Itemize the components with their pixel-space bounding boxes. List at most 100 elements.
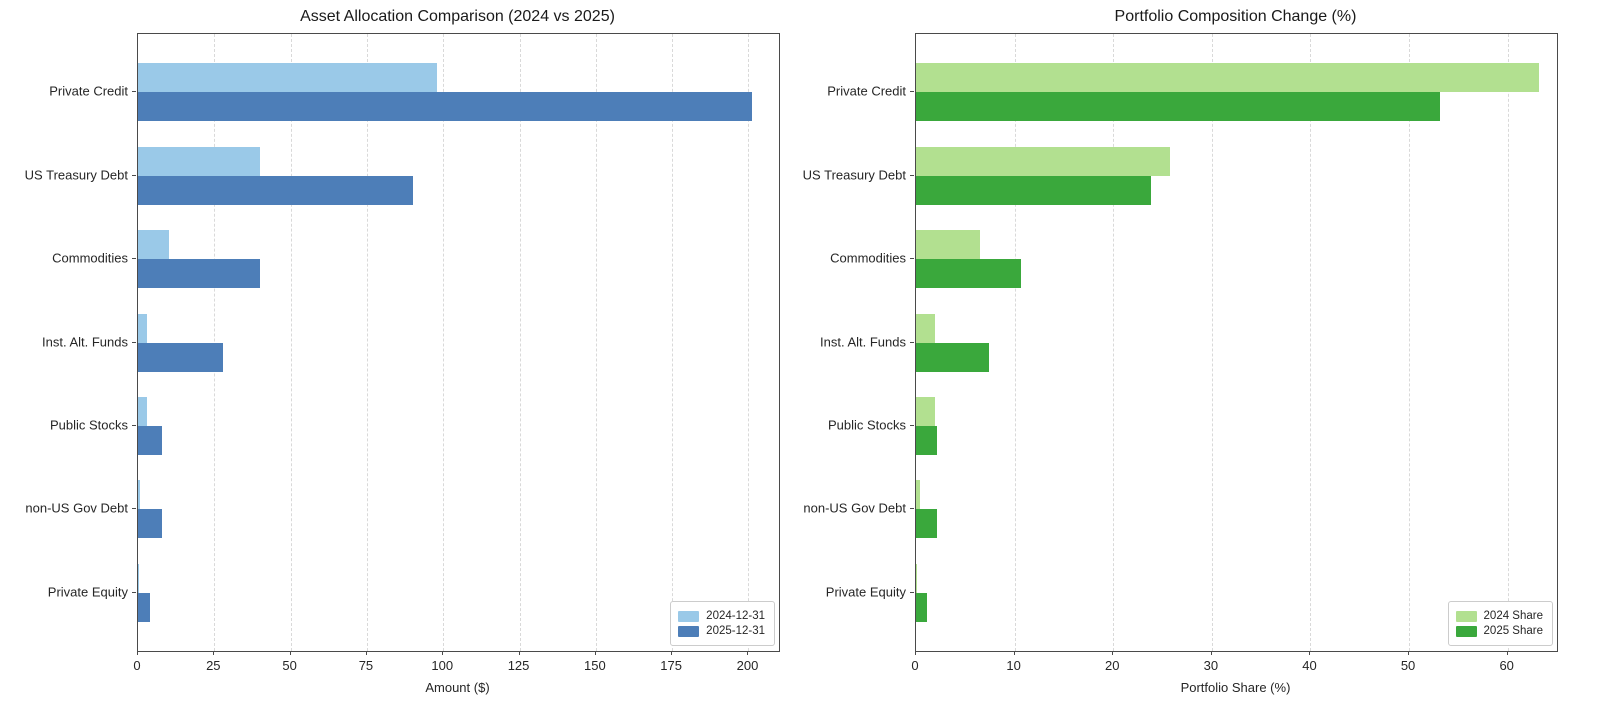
category-label: Private Equity <box>825 584 906 600</box>
bar <box>138 425 163 455</box>
legend-label: 2024-12-31 <box>706 610 765 622</box>
legend: 2024-12-31 2025-12-31 <box>670 601 775 646</box>
gridline <box>366 34 368 651</box>
chart-title: Asset Allocation Comparison (2024 vs 202… <box>300 8 615 25</box>
bar <box>138 592 151 622</box>
gridline <box>443 34 445 651</box>
bar <box>916 563 917 593</box>
x-tick-mark <box>1309 651 1311 655</box>
legend-label: 2024 Share <box>1483 610 1543 622</box>
category-label: US Treasury Debt <box>802 167 906 183</box>
y-tick-mark <box>910 508 914 510</box>
bar <box>138 563 139 593</box>
legend-label: 2025 Share <box>1483 625 1543 637</box>
gridline <box>1507 34 1509 651</box>
category-label: US Treasury Debt <box>24 167 128 183</box>
x-tick-label: 75 <box>358 658 374 673</box>
legend-swatch <box>1455 610 1477 622</box>
plot-area: 2024 Share 2025 Share <box>915 33 1558 652</box>
bar <box>916 146 1171 176</box>
x-tick-mark <box>213 651 215 655</box>
gridline <box>1014 34 1016 651</box>
x-tick-label: 25 <box>206 658 221 673</box>
x-tick-mark <box>671 651 673 655</box>
x-axis-label: Amount ($) <box>425 680 490 695</box>
x-tick-mark <box>1013 651 1015 655</box>
bar <box>138 230 169 260</box>
bar <box>916 92 1440 122</box>
x-tick-label: 50 <box>1400 658 1416 673</box>
gridline <box>672 34 674 651</box>
gridline <box>1113 34 1115 651</box>
bar <box>138 313 148 343</box>
gridline <box>595 34 597 651</box>
x-tick-mark <box>747 651 749 655</box>
bar <box>916 175 1151 205</box>
chart-title: Portfolio Composition Change (%) <box>1114 8 1357 25</box>
category-label: non-US Gov Debt <box>25 500 128 516</box>
bar <box>916 63 1540 93</box>
legend-swatch <box>678 625 700 637</box>
bar <box>138 175 413 205</box>
y-tick-mark <box>132 341 136 343</box>
x-tick-mark <box>137 651 138 655</box>
y-tick-mark <box>132 91 136 93</box>
bar <box>916 592 927 622</box>
category-label: non-US Gov Debt <box>803 500 906 516</box>
bar <box>138 509 163 539</box>
x-tick-mark <box>1408 651 1410 655</box>
bar <box>138 146 261 176</box>
category-label: Inst. Alt. Funds <box>820 334 906 349</box>
gridline <box>1409 34 1411 651</box>
category-label: Public Stocks <box>827 417 906 433</box>
y-tick-mark <box>910 341 914 343</box>
category-label: Commodities <box>52 250 128 266</box>
bar <box>916 480 920 510</box>
legend: 2024 Share 2025 Share <box>1447 601 1553 646</box>
x-tick-mark <box>442 651 444 655</box>
bar <box>916 509 937 539</box>
legend-label: 2025-12-31 <box>706 625 765 637</box>
x-tick-label: 175 <box>660 658 683 673</box>
chart-asset-allocation: Asset Allocation Comparison (2024 vs 202… <box>24 8 780 695</box>
x-tick-mark <box>1112 651 1114 655</box>
bar <box>138 480 140 510</box>
y-tick-mark <box>910 174 914 176</box>
gridline <box>1310 34 1312 651</box>
y-tick-mark <box>132 174 136 176</box>
y-tick-mark <box>132 591 136 593</box>
legend-swatch <box>1455 625 1477 637</box>
y-tick-mark <box>910 91 914 93</box>
gridline <box>1211 34 1213 651</box>
category-label: Inst. Alt. Funds <box>42 334 128 349</box>
gridline <box>519 34 521 651</box>
plot-area: 2024-12-31 2025-12-31 <box>137 33 780 652</box>
legend-row: 2025-12-31 <box>678 625 765 637</box>
category-label: Commodities <box>830 250 906 266</box>
x-tick-label: 50 <box>282 658 297 673</box>
x-tick-label: 125 <box>507 658 530 673</box>
category-label: Public Stocks <box>49 417 128 433</box>
x-tick-label: 30 <box>1203 658 1219 673</box>
bar <box>138 396 148 426</box>
x-tick-mark <box>915 651 916 655</box>
x-tick-label: 150 <box>583 658 606 673</box>
gridline <box>748 34 750 651</box>
bar <box>138 259 261 289</box>
category-label: Private Credit <box>49 83 128 99</box>
x-tick-mark <box>1210 651 1212 655</box>
y-tick-mark <box>910 258 914 260</box>
x-tick-label: 200 <box>736 658 759 673</box>
legend-swatch <box>678 610 700 622</box>
x-tick-label: 60 <box>1499 658 1514 673</box>
bar <box>138 92 752 122</box>
x-tick-mark <box>289 651 291 655</box>
x-tick-label: 100 <box>431 658 454 673</box>
bar <box>916 425 937 455</box>
x-tick-label: 0 <box>911 658 919 673</box>
y-tick-mark <box>132 424 136 426</box>
bar <box>138 342 224 372</box>
y-tick-mark <box>910 424 914 426</box>
x-tick-label: 20 <box>1104 658 1120 673</box>
